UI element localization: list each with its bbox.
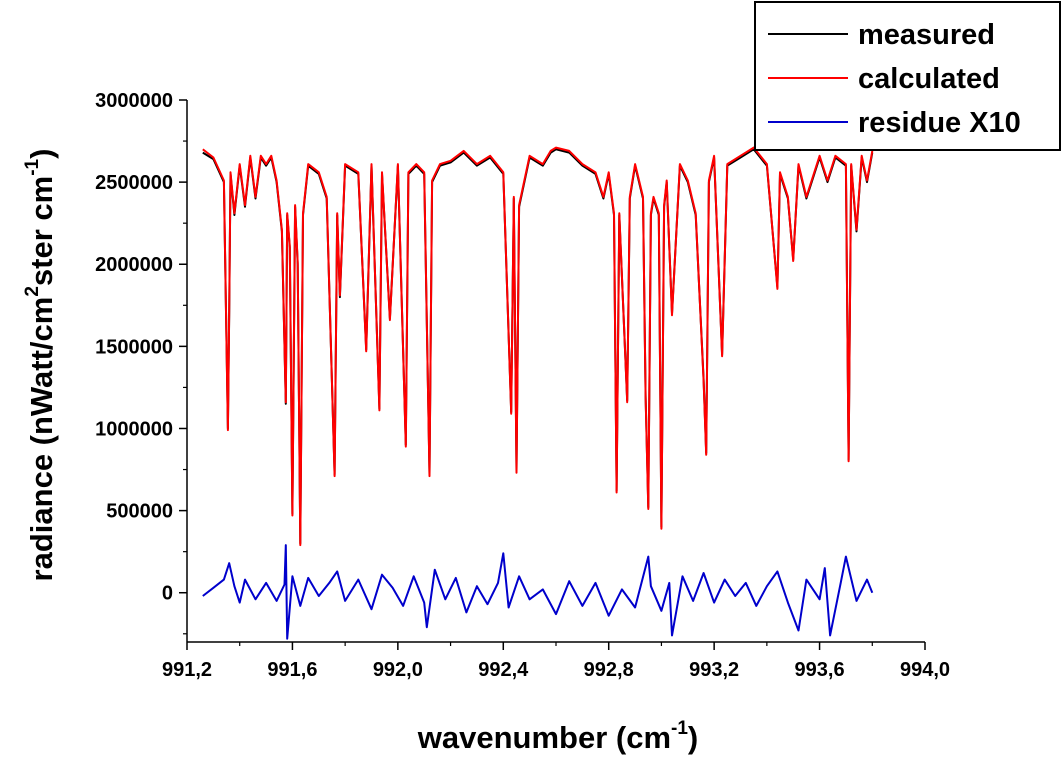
plot-lines <box>202 146 874 640</box>
y-tick-label: 2500000 <box>95 172 173 194</box>
x-tick-label: 993,6 <box>795 659 845 681</box>
y-tick-label: 3000000 <box>95 90 173 112</box>
x-tick-label: 994,0 <box>900 659 950 681</box>
series-line-residue-x10 <box>202 544 874 640</box>
x-tick-label: 991,6 <box>267 659 317 681</box>
x-tick-label: 992,8 <box>584 659 634 681</box>
legend: measured calculated residue X10 <box>754 1 1061 151</box>
legend-label-measured: measured <box>858 19 995 51</box>
y-tick-label: 1000000 <box>95 418 173 440</box>
y-tick-label: 2000000 <box>95 254 173 276</box>
legend-label-calculated: calculated <box>858 63 1000 95</box>
legend-box <box>754 1 1061 151</box>
tick-labels: 991,2 991,6 992,0 992,4 992,8 993,2 993,6 994,0… <box>95 90 950 681</box>
y-tick-label: 0 <box>162 583 173 605</box>
y-tick-label: 500000 <box>106 501 173 523</box>
series-line-calculated <box>202 146 874 547</box>
legend-label-residue: residue X10 <box>858 107 1021 139</box>
x-tick-label: 992,0 <box>373 659 423 681</box>
y-tick-label: 1500000 <box>95 336 173 358</box>
x-tick-label: 992,4 <box>478 659 529 681</box>
y-axis-title: radiance (nWatt/cm2ster cm-1) <box>22 149 59 582</box>
x-axis-title: wavenumber (cm-1) <box>417 718 699 755</box>
x-tick-label: 991,2 <box>162 659 212 681</box>
x-tick-label: 993,2 <box>689 659 739 681</box>
axes <box>179 99 926 650</box>
